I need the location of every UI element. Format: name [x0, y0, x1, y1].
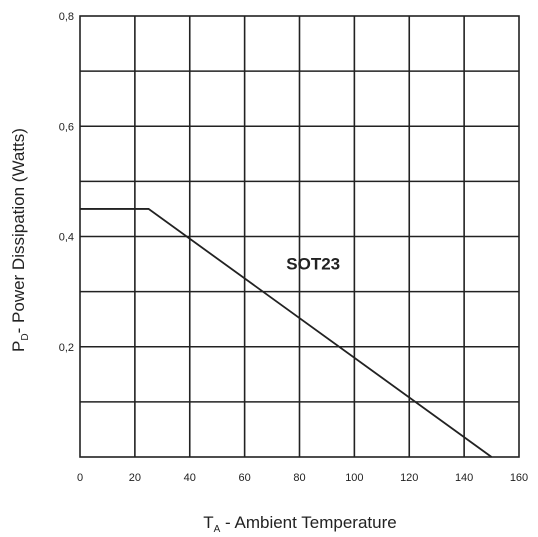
x-tick-label: 60 — [239, 472, 251, 484]
plot-frame — [79, 15, 520, 458]
x-tick-label: 20 — [129, 472, 141, 484]
x-tick-label: 160 — [510, 472, 528, 484]
x-tick-label: 80 — [293, 472, 305, 484]
x-axis-label: TA - Ambient Temperature — [203, 513, 396, 535]
y-axis-label-main: P — [9, 341, 28, 352]
y-tick-labels: 0,2 0,4 0,6 0,8 — [59, 11, 74, 354]
x-tick-label: 0 — [77, 472, 83, 484]
x-axis-label-main: T — [203, 513, 213, 532]
annotations: SOT23 — [286, 255, 340, 274]
y-axis-label-sub: D — [20, 333, 31, 340]
derating-curve — [80, 208, 493, 458]
grid-lines — [80, 16, 519, 457]
x-tick-label: 100 — [345, 472, 363, 484]
y-tick-label: 0,6 — [59, 121, 74, 133]
series-layer — [80, 208, 493, 458]
x-tick-label: 40 — [184, 472, 196, 484]
x-axis-label-rest: - Ambient Temperature — [220, 513, 396, 532]
x-axis-label-sub: A — [214, 524, 221, 535]
y-tick-label: 0,8 — [59, 11, 74, 23]
y-axis-label-rest: - Power Dissipation (Watts) — [9, 128, 28, 333]
x-tick-label: 120 — [400, 472, 418, 484]
package-annotation: SOT23 — [286, 255, 340, 274]
y-axis-label: PD- Power Dissipation (Watts) — [9, 128, 31, 352]
x-tick-label: 140 — [455, 472, 473, 484]
x-tick-labels: 0 20 40 60 80 100 120 140 160 — [77, 472, 528, 484]
y-tick-label: 0,2 — [59, 342, 74, 354]
y-tick-label: 0,4 — [59, 232, 74, 244]
